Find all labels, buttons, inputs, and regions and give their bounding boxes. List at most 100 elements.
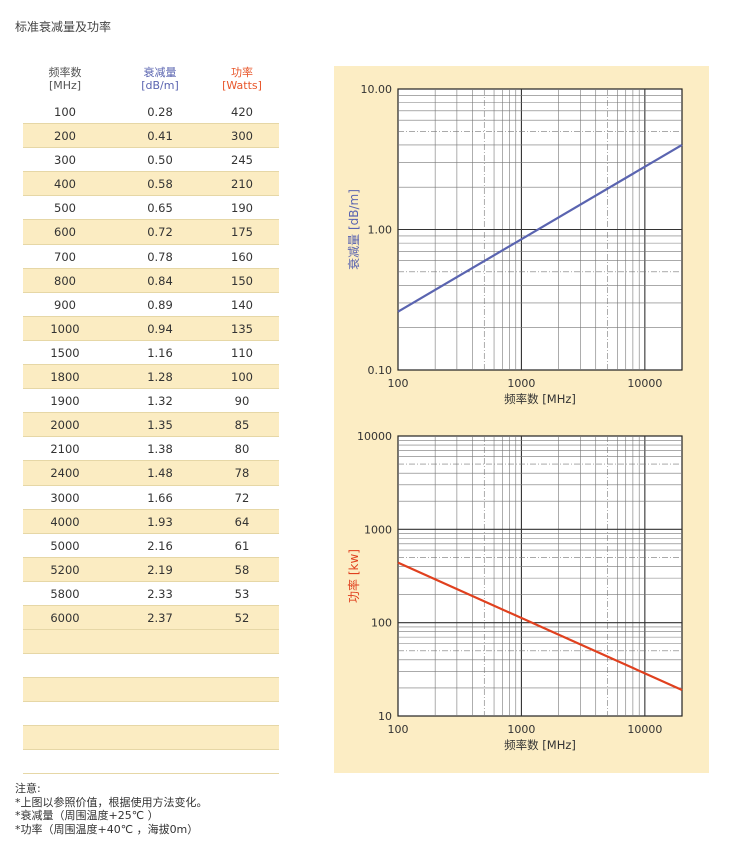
cell-attenuation: 0.28: [147, 105, 173, 119]
cell-power: 175: [231, 225, 253, 240]
cell-attenuation: 1.93: [147, 514, 173, 529]
cell-frequency: 700: [54, 249, 76, 264]
cell-attenuation: 1.66: [147, 490, 173, 505]
charts-svg: 0.10 1.00 10.00 100 1000 10000 频率数 [MHz] 衰减量 [d…: [346, 83, 683, 752]
cell-frequency: 200: [54, 129, 76, 144]
cell-frequency: 2000: [50, 418, 80, 433]
table-row: 700 0.78 160: [23, 245, 279, 269]
cell-power: 90: [234, 394, 250, 409]
attenuation-power-table: 频率数 [MHz] 衰减量 [dB/m] 功率 [Watts] 100 0.28 4…: [23, 60, 279, 775]
x-tick-label: 1000: [507, 377, 535, 390]
empty-row: [23, 702, 279, 727]
cell-frequency: 1900: [50, 394, 80, 409]
cell-attenuation: 1.48: [147, 466, 173, 481]
empty-row: [23, 678, 279, 703]
cell-attenuation: 0.65: [147, 201, 173, 216]
cell-attenuation: 0.84: [147, 273, 173, 288]
cell-power: 300: [231, 129, 253, 144]
cell-frequency: 1000: [50, 321, 80, 336]
table-row: 3000 1.66 72: [23, 486, 279, 510]
table-row: 6000 2.37 52: [23, 605, 279, 631]
table-row: 900 0.89 140: [23, 293, 279, 317]
table-row: 800 0.84 150: [23, 268, 279, 293]
x-tick-label: 1000: [507, 723, 535, 736]
cell-power: 100: [231, 370, 253, 385]
x-tick-label: 100: [388, 723, 409, 736]
cell-power: 58: [234, 562, 250, 577]
page-title: 标准衰减量及功率: [15, 20, 112, 34]
cell-power: 190: [231, 201, 253, 216]
table-row: 2100 1.38 80: [23, 437, 279, 462]
cell-power: 52: [234, 610, 250, 625]
table-row: 100 0.28 420: [23, 100, 279, 125]
empty-row: [23, 654, 279, 679]
x-tick-label: 10000: [627, 377, 662, 390]
cell-power: 245: [231, 153, 253, 168]
cell-attenuation: 0.72: [147, 225, 173, 240]
cell-attenuation: 2.33: [147, 586, 173, 601]
header-power: 功率 [Watts]: [222, 66, 262, 92]
y-tick-label: 10.00: [361, 83, 393, 96]
table-row: 300 0.50 245: [23, 148, 279, 173]
cell-attenuation: 0.78: [147, 249, 173, 264]
empty-row: [23, 750, 279, 775]
header-frequency: 频率数 [MHz]: [48, 66, 82, 92]
table-row: 200 0.41 300: [23, 124, 279, 149]
table-body: 100 0.28 420 200 0.41 300 300 0.50 245 400 0.58 210…: [23, 100, 279, 631]
cell-attenuation: 1.32: [147, 394, 173, 409]
table-row: 500 0.65 190: [23, 196, 279, 221]
y-tick-label: 10: [378, 710, 392, 723]
note-line: *功率（周围温度+40℃ ，海拔0m）: [15, 822, 199, 836]
cell-attenuation: 2.19: [147, 562, 173, 577]
cell-power: 210: [231, 177, 253, 192]
cell-frequency: 2100: [50, 442, 80, 457]
table-row: 5200 2.19 58: [23, 557, 279, 582]
cell-power: 85: [234, 418, 250, 433]
cell-power: 72: [234, 490, 250, 505]
cell-frequency: 800: [54, 273, 76, 288]
cell-attenuation: 1.35: [147, 418, 173, 433]
cell-power: 61: [234, 538, 250, 553]
table-row: 1900 1.32 90: [23, 389, 279, 414]
cell-attenuation: 1.28: [147, 370, 173, 385]
y-tick-label: 1.00: [368, 224, 393, 237]
cell-frequency: 300: [54, 153, 76, 168]
x-axis-title: 频率数 [MHz]: [504, 392, 576, 406]
cell-power: 78: [234, 466, 250, 481]
cell-frequency: 1800: [50, 370, 80, 385]
table-row: 1000 0.94 135: [23, 316, 279, 341]
notes: 注意: *上图以参照价值，根据使用方法变化。 *衰减量（周围温度+25℃ ） *…: [15, 782, 208, 836]
cell-frequency: 500: [54, 201, 76, 216]
table-row: 600 0.72 175: [23, 220, 279, 245]
table-row: 2000 1.35 85: [23, 413, 279, 438]
table-row: 1800 1.28 100: [23, 365, 279, 390]
note-line: *衰减量（周围温度+25℃ ）: [15, 809, 159, 822]
cell-power: 160: [231, 249, 253, 264]
y-tick-label: 0.10: [368, 364, 393, 377]
cell-power: 150: [231, 273, 253, 288]
cell-frequency: 6000: [50, 610, 80, 625]
cell-frequency: 3000: [50, 490, 80, 505]
table-row: 400 0.58 210: [23, 172, 279, 197]
table-row: 5000 2.16 61: [23, 534, 279, 558]
cell-frequency: 1500: [50, 345, 80, 360]
table-row: 2400 1.48 78: [23, 461, 279, 486]
x-tick-label: 100: [388, 377, 409, 390]
cell-attenuation: 0.50: [147, 153, 173, 168]
cell-frequency: 2400: [50, 466, 80, 481]
cell-frequency: 100: [54, 105, 76, 119]
cell-attenuation: 0.94: [147, 321, 173, 336]
cell-frequency: 5000: [50, 538, 80, 553]
y-tick-label: 1000: [364, 523, 392, 536]
table-row: 4000 1.93 64: [23, 509, 279, 534]
cell-power: 420: [231, 105, 253, 119]
y-tick-label: 100: [371, 617, 392, 630]
notes-heading: 注意:: [15, 782, 41, 795]
cell-power: 135: [231, 321, 253, 336]
x-axis-title: 频率数 [MHz]: [504, 738, 576, 752]
series-line: [397, 561, 683, 691]
cell-frequency: 4000: [50, 514, 80, 529]
note-line: *上图以参照价值，根据使用方法变化。: [15, 795, 208, 809]
cell-power: 64: [234, 514, 250, 529]
cell-power: 110: [231, 345, 253, 360]
